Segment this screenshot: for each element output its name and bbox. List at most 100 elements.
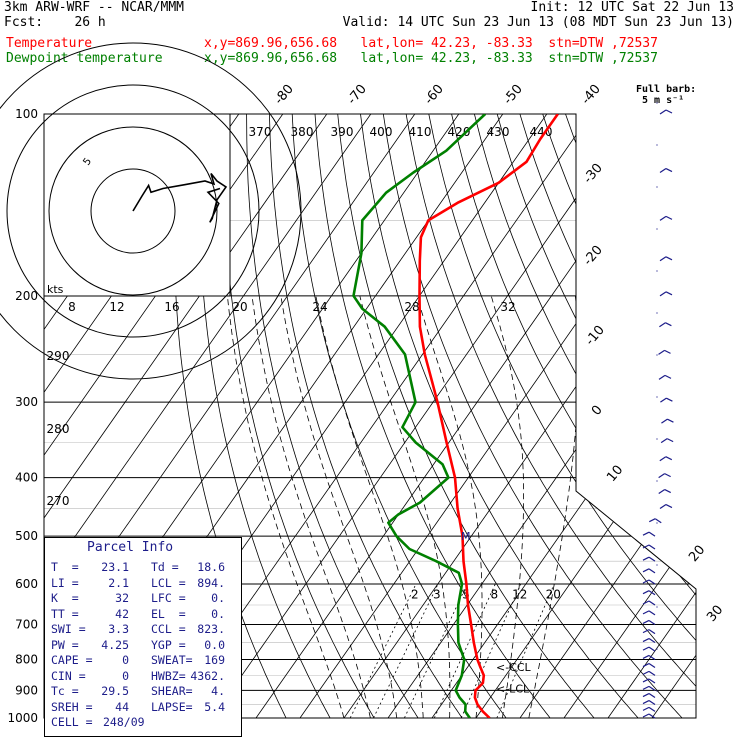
temperature-legend-info: x,y=869.96,656.68 lat,lon= 42.23, -83.33… xyxy=(204,36,658,51)
parcel-param-label: Tc = xyxy=(51,684,79,698)
wind-barb xyxy=(648,518,656,523)
dry-adiabat-line xyxy=(496,114,696,718)
isotherm-label: -20 xyxy=(581,243,606,269)
wind-barb xyxy=(664,349,671,354)
wind-barb xyxy=(654,518,662,524)
parcel-param-label: HWBZ= xyxy=(151,668,186,683)
isotherm-line xyxy=(299,114,696,718)
wind-barb xyxy=(648,706,656,712)
parcel-param-label: CIN = xyxy=(51,668,86,683)
isotherm-line xyxy=(475,114,696,718)
dry-adiabat-line xyxy=(382,114,695,718)
pressure-tick-label: 900 xyxy=(15,683,38,697)
parcel-param-value: 169 xyxy=(204,653,225,667)
parcel-param-value: 23.1 xyxy=(101,560,129,574)
wind-barb xyxy=(667,418,674,423)
parcel-param-label: SREH = xyxy=(51,699,93,714)
dry-adiabat-line xyxy=(314,114,561,718)
wind-barb xyxy=(665,504,673,509)
theta-label: 270 xyxy=(47,494,70,508)
wind-barb xyxy=(642,531,650,536)
theta-label: 410 xyxy=(409,125,432,139)
parcel-param-label: K = xyxy=(51,591,79,605)
parcel-param-label: LCL = xyxy=(151,575,186,590)
full-barb-label: Full barb: xyxy=(636,84,697,95)
wind-barb xyxy=(648,556,656,562)
isotherm-label: -50 xyxy=(501,82,526,108)
wind-barb xyxy=(648,700,656,706)
parcel-param-value: 0 xyxy=(122,668,129,683)
forecast-hour: Fcst: 26 h xyxy=(4,15,106,30)
isotherm-line xyxy=(255,114,680,718)
mixing-ratio-label: 20 xyxy=(546,587,561,601)
mixing-ratio-label: 12 xyxy=(512,587,527,601)
isotherm-label: -30 xyxy=(581,161,606,187)
theta-label: 390 xyxy=(331,125,354,139)
wind-barb xyxy=(648,619,656,625)
hodograph-ring-label: 5 xyxy=(81,156,94,168)
hodograph-speed-label: 12 xyxy=(109,300,124,314)
moist-adiabat-line xyxy=(227,295,345,718)
parcel-param-value: 0. xyxy=(211,591,225,605)
wind-barb xyxy=(648,663,656,669)
wind-barb xyxy=(665,291,673,296)
theta-label: 380 xyxy=(291,125,314,139)
pressure-tick-label: 100 xyxy=(15,107,38,121)
wind-barb xyxy=(648,590,656,596)
wind-barb xyxy=(659,215,667,221)
parcel-param-label: TT = xyxy=(51,606,79,621)
parcel-param-value: 29.5 xyxy=(101,684,129,698)
wind-barb xyxy=(665,109,673,114)
dry-adiabat-line xyxy=(198,114,338,718)
dry-adiabat-line xyxy=(565,114,696,718)
dewpoint-line xyxy=(352,114,487,718)
theta-label: 420 xyxy=(448,125,471,139)
parcel-param-value: 0.0 xyxy=(204,637,225,652)
isotherm-label: -70 xyxy=(345,82,370,108)
wind-barb xyxy=(642,610,650,615)
theta-label: 290 xyxy=(47,349,70,363)
model-title: 3km ARW-WRF -- NCAR/MMM xyxy=(4,0,185,15)
parcel-param-label: LFC = xyxy=(151,591,186,605)
wind-barb xyxy=(664,473,671,478)
dry-adiabat-line xyxy=(633,114,696,718)
hodograph-ring xyxy=(0,42,302,380)
parcel-param-value: 894. xyxy=(197,575,225,590)
wind-barb xyxy=(642,706,650,711)
valid-time: Valid: 14 UTC Sun 23 Jun 13 (08 MDT Sun … xyxy=(342,15,734,30)
isotherm-label: -10 xyxy=(583,323,608,349)
pressure-tick-label: 500 xyxy=(15,529,38,543)
wind-barb xyxy=(642,670,650,675)
wind-barb xyxy=(659,168,667,174)
moist-adiabat-line xyxy=(280,295,398,718)
isotherm-label: 10 xyxy=(604,463,626,485)
dry-adiabat-line xyxy=(451,114,696,718)
wind-barb xyxy=(664,489,671,494)
isotherm-line xyxy=(343,114,696,718)
parcel-param-value: 248/09 xyxy=(103,715,145,729)
wind-barb xyxy=(648,670,656,676)
parcel-param-label: LAPSE= xyxy=(151,699,193,714)
wind-barb xyxy=(648,579,656,585)
hodograph-speed-label: 32 xyxy=(500,300,515,314)
wind-barb xyxy=(666,397,673,402)
wind-barb xyxy=(659,291,667,297)
level-marker: <-LCL xyxy=(496,683,530,696)
parcel-param-value: 4. xyxy=(211,684,225,698)
wind-barb xyxy=(648,654,656,660)
wind-barb xyxy=(648,610,656,616)
pressure-tick-label: 400 xyxy=(15,471,38,485)
pressure-tick-label: 700 xyxy=(15,617,38,631)
pressure-tick-label: 600 xyxy=(15,577,38,591)
hodograph-ring xyxy=(6,84,260,338)
wind-barb xyxy=(648,600,656,606)
wind-barb xyxy=(658,349,665,355)
dry-adiabat-line xyxy=(610,114,696,718)
mixing-ratio-label: 2 xyxy=(411,587,419,601)
hodograph-ring xyxy=(90,168,176,254)
wind-barb xyxy=(642,700,650,705)
init-time: Init: 12 UTC Sat 22 Jun 13 xyxy=(530,0,735,15)
wind-barb xyxy=(642,646,650,651)
wind-barb xyxy=(658,489,666,495)
pressure-tick-label: 300 xyxy=(15,395,38,409)
